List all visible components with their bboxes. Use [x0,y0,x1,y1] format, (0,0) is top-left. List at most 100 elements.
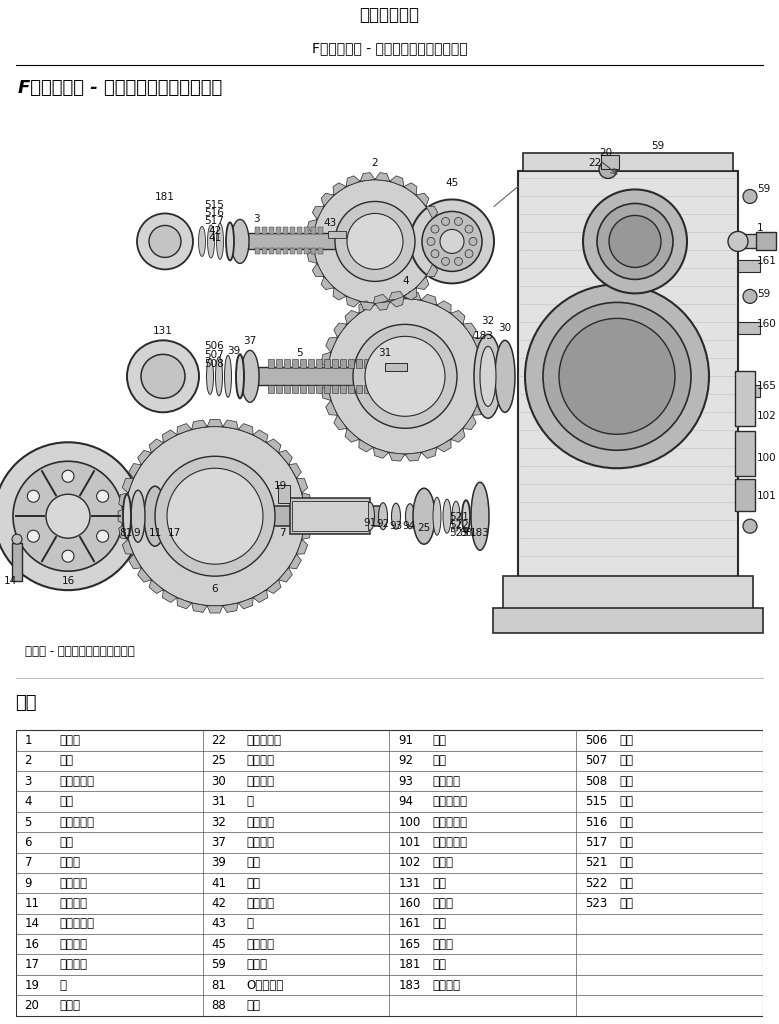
Polygon shape [375,302,390,310]
Text: 空心轴: 空心轴 [59,856,80,869]
Text: 垫圈: 垫圈 [620,734,634,748]
Text: 垫圈: 垫圈 [620,836,634,849]
Circle shape [365,336,445,417]
Polygon shape [463,416,476,430]
Polygon shape [390,296,404,307]
Text: 45: 45 [446,178,459,188]
Text: 506: 506 [586,734,608,748]
Polygon shape [437,439,451,452]
Text: 515: 515 [204,201,224,211]
Polygon shape [359,301,373,313]
Polygon shape [177,424,192,435]
Text: 517: 517 [586,836,608,849]
Bar [364,385,370,393]
Ellipse shape [231,219,249,263]
Bar [290,227,295,234]
Text: 32: 32 [212,815,227,828]
Text: 522: 522 [586,877,608,890]
Bar [332,385,338,393]
Bar [292,501,368,531]
Text: 4: 4 [403,276,409,287]
Text: 固定栓: 固定栓 [433,897,454,910]
Bar [340,385,346,393]
Bar [735,372,755,426]
Ellipse shape [406,504,414,528]
Text: 垫圈: 垫圈 [620,877,634,890]
Bar [332,359,338,369]
Text: 515: 515 [586,796,608,808]
Text: 键: 键 [246,918,253,931]
Ellipse shape [241,350,259,402]
Polygon shape [297,478,308,493]
Polygon shape [321,384,331,400]
Text: 垫圈: 垫圈 [620,775,634,787]
Polygon shape [405,453,421,461]
Ellipse shape [379,503,387,529]
Circle shape [431,225,439,233]
Circle shape [62,550,74,562]
Text: 131: 131 [153,327,173,336]
Circle shape [12,535,22,544]
Bar [290,249,295,254]
Text: 45: 45 [212,938,227,950]
Text: 25: 25 [212,755,227,767]
Text: 181: 181 [399,958,421,971]
Bar [292,359,298,369]
Text: 508: 508 [204,359,224,370]
Polygon shape [149,580,164,594]
Text: 19: 19 [25,979,40,991]
Text: 20: 20 [25,998,40,1012]
Polygon shape [297,540,308,554]
Text: 间隔衬套: 间隔衬套 [246,815,274,828]
Polygon shape [390,176,404,186]
Polygon shape [360,302,375,310]
Text: 键: 键 [246,796,253,808]
Text: 522: 522 [449,520,469,530]
Text: 507: 507 [586,755,608,767]
Text: 密封垫: 密封垫 [433,856,454,869]
Bar [276,249,281,254]
Polygon shape [405,292,421,300]
Text: 43: 43 [323,218,337,228]
Circle shape [0,442,142,590]
Polygon shape [289,554,301,568]
Text: 9: 9 [134,528,140,539]
Text: 主动齿轮轴: 主动齿轮轴 [59,775,94,787]
Bar [493,608,763,633]
Polygon shape [118,508,125,524]
Text: 垫圈: 垫圈 [620,755,634,767]
Text: 42: 42 [209,226,222,237]
Text: 间隔衬套: 间隔衬套 [59,958,87,971]
Bar [300,359,306,369]
Polygon shape [302,524,312,540]
Text: 滚动轴承: 滚动轴承 [246,775,274,787]
Text: 小齿轮: 小齿轮 [59,734,80,748]
Polygon shape [375,173,390,181]
Circle shape [137,213,193,269]
Polygon shape [138,567,151,583]
Polygon shape [345,310,359,325]
Polygon shape [360,173,375,181]
Bar [364,359,370,369]
Circle shape [353,325,457,428]
Bar [308,385,314,393]
Bar [311,249,316,254]
Bar [16,730,763,1016]
Polygon shape [333,288,346,300]
Text: 93: 93 [390,521,403,531]
Text: 39: 39 [212,856,227,869]
Polygon shape [192,603,207,612]
Circle shape [743,189,757,204]
Polygon shape [404,288,417,300]
Bar [284,385,290,393]
Text: 滚动轴承: 滚动轴承 [246,755,274,767]
Circle shape [454,217,463,225]
Polygon shape [473,400,485,416]
Polygon shape [451,310,465,325]
Ellipse shape [480,346,496,407]
Polygon shape [482,369,490,384]
Polygon shape [302,493,312,508]
Bar [268,385,274,393]
Text: 7: 7 [25,856,32,869]
Circle shape [125,426,305,606]
